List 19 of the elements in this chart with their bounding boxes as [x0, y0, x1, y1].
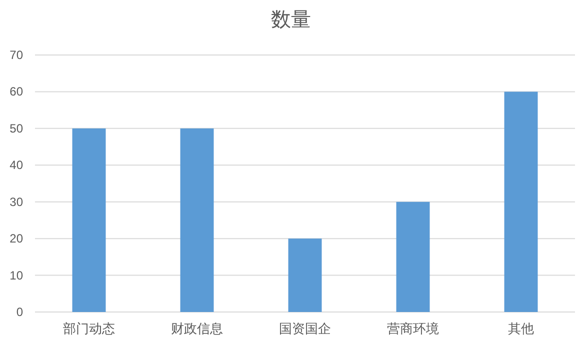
x-tick-label: 国资国企: [279, 321, 331, 336]
y-tick-label: 10: [10, 268, 24, 282]
x-tick-label: 营商环境: [387, 321, 439, 336]
x-tick-label: 部门动态: [63, 321, 115, 336]
y-tick-label: 20: [10, 232, 24, 246]
y-tick-label: 30: [10, 194, 24, 209]
y-tick-label: 70: [10, 48, 24, 62]
y-tick-label: 40: [10, 158, 24, 172]
chart-title: 数量: [271, 9, 311, 31]
bar: [504, 92, 538, 312]
y-tick-label: 0: [16, 305, 24, 319]
x-tick-label: 其他: [508, 321, 534, 336]
bar: [288, 238, 322, 312]
y-tick-label: 50: [10, 121, 24, 136]
bar: [72, 128, 106, 312]
bar: [180, 128, 214, 312]
x-tick-label: 财政信息: [171, 321, 223, 336]
bar: [396, 202, 430, 312]
y-tick-label: 60: [10, 84, 24, 99]
